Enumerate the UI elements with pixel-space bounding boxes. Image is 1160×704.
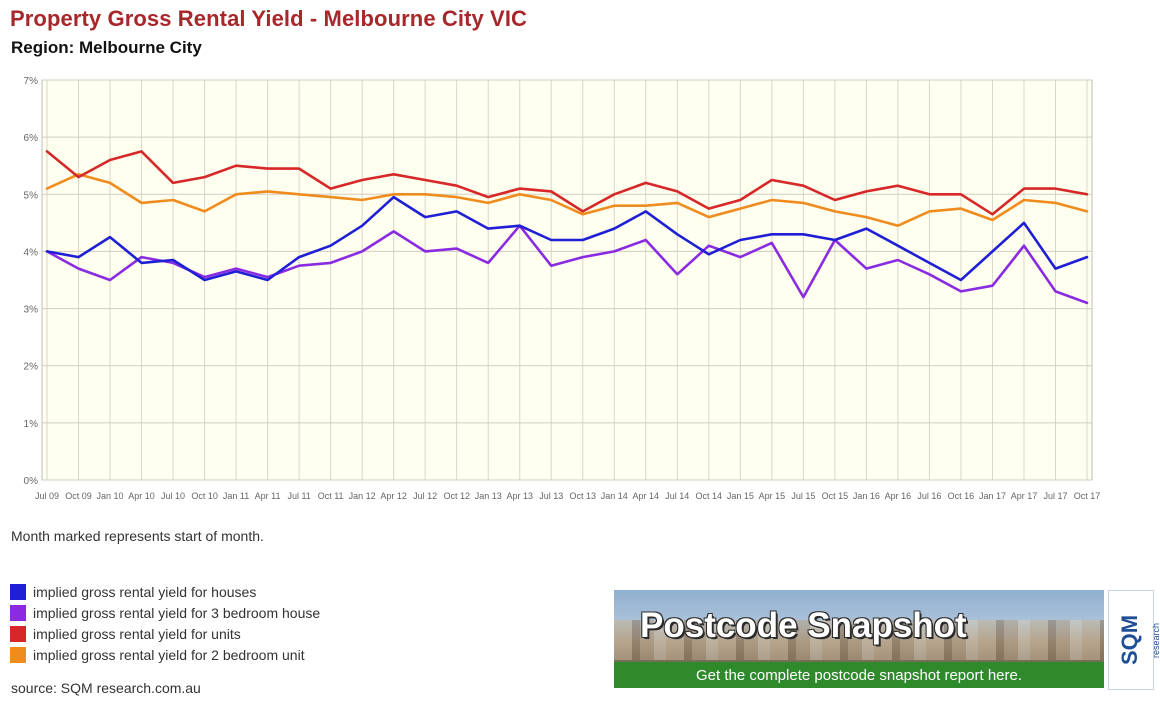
y-tick-label: 2% xyxy=(24,362,39,373)
x-tick-label: Jan 10 xyxy=(97,491,124,501)
series-line-houses xyxy=(45,195,1089,282)
legend-swatch-2-bedroom-unit xyxy=(10,646,26,663)
y-tick-label: 5% xyxy=(24,190,39,201)
x-tick-label: Oct 14 xyxy=(696,491,723,501)
banner-subtitle-link[interactable]: Get the complete postcode snapshot repor… xyxy=(695,667,1023,684)
x-tick-label: Apr 14 xyxy=(633,491,660,501)
x-tick-label: Jul 15 xyxy=(791,491,815,501)
postcode-snapshot-banner[interactable]: Postcode Snapshot Get the complete postc… xyxy=(614,590,1104,688)
x-tick-label: Oct 15 xyxy=(822,491,849,501)
legend-label-3-bedroom-house: implied gross rental yield for 3 bedroom… xyxy=(33,604,321,621)
x-tick-label: Jan 12 xyxy=(349,491,376,501)
sqm-logo-name: SQM xyxy=(1117,614,1142,666)
series-line-2-bedroom-unit xyxy=(45,173,1089,227)
x-tick-label: Jul 12 xyxy=(413,491,437,501)
x-tick-label: Jul 17 xyxy=(1043,491,1067,501)
legend-swatch-units xyxy=(10,625,26,642)
x-tick-label: Oct 17 xyxy=(1074,491,1101,501)
legend-swatch-houses xyxy=(10,583,26,600)
legend-item-houses: implied gross rental yield for houses xyxy=(10,581,320,602)
x-tick-label: Apr 13 xyxy=(506,491,533,501)
sqm-logo-small: research xyxy=(1151,622,1160,658)
x-tick-label: Apr 11 xyxy=(255,491,281,501)
legend-label-houses: implied gross rental yield for houses xyxy=(33,583,257,600)
chart-legend: implied gross rental yield for houses im… xyxy=(10,581,320,665)
y-tick-label: 3% xyxy=(24,305,39,316)
sqm-logo[interactable]: SQM research xyxy=(1108,590,1160,690)
x-tick-label: Jul 09 xyxy=(35,491,59,501)
banner-strip xyxy=(614,662,1104,688)
y-tick-label: 1% xyxy=(24,419,39,430)
banner-title: Postcode Snapshot xyxy=(640,606,967,645)
legend-item-2-bedroom-unit: implied gross rental yield for 2 bedroom… xyxy=(10,644,320,665)
x-tick-label: Jul 16 xyxy=(917,491,941,501)
series-line-3-bedroom-house xyxy=(45,224,1089,305)
series-line-units xyxy=(45,150,1089,216)
x-tick-label: Jan 15 xyxy=(727,491,754,501)
legend-item-units: implied gross rental yield for units xyxy=(10,623,320,644)
chart-note: Month marked represents start of month. xyxy=(11,528,264,544)
y-tick-label: 0% xyxy=(24,476,39,487)
x-tick-label: Apr 12 xyxy=(380,491,407,501)
x-tick-label: Oct 13 xyxy=(569,491,596,501)
sqm-logo-text: SQM research xyxy=(1117,597,1160,683)
x-tick-label: Jan 13 xyxy=(475,491,502,501)
plot-area xyxy=(41,79,1093,481)
legend-label-2-bedroom-unit: implied gross rental yield for 2 bedroom… xyxy=(33,646,305,663)
x-tick-label: Jan 16 xyxy=(853,491,880,501)
y-tick-label: 6% xyxy=(24,133,39,144)
legend-label-units: implied gross rental yield for units xyxy=(33,625,241,642)
x-tick-label: Jan 14 xyxy=(601,491,628,501)
x-tick-label: Apr 16 xyxy=(885,491,912,501)
x-tick-label: Jul 10 xyxy=(161,491,185,501)
x-tick-label: Apr 15 xyxy=(759,491,786,501)
x-tick-label: Jul 13 xyxy=(539,491,563,501)
legend-swatch-3-bedroom-house xyxy=(10,604,26,621)
x-tick-label: Oct 16 xyxy=(948,491,975,501)
x-tick-label: Jul 11 xyxy=(287,491,310,501)
x-tick-label: Jan 17 xyxy=(979,491,1006,501)
banner-photo xyxy=(614,620,1104,660)
x-tick-label: Apr 10 xyxy=(128,491,155,501)
chart-subtitle: Region: Melbourne City xyxy=(11,38,202,57)
x-tick-label: Oct 12 xyxy=(443,491,470,501)
y-tick-label: 4% xyxy=(24,247,39,258)
x-tick-label: Jul 14 xyxy=(665,491,689,501)
x-tick-label: Jan 11 xyxy=(223,491,249,501)
x-tick-label: Apr 17 xyxy=(1011,491,1038,501)
source-credit: source: SQM research.com.au xyxy=(11,680,201,696)
chart-title: Property Gross Rental Yield - Melbourne … xyxy=(10,6,528,31)
x-tick-label: Oct 09 xyxy=(65,491,92,501)
y-tick-label: 7% xyxy=(24,76,39,87)
legend-item-3-bedroom-house: implied gross rental yield for 3 bedroom… xyxy=(10,602,320,623)
x-tick-label: Oct 10 xyxy=(191,491,218,501)
x-tick-label: Oct 11 xyxy=(318,491,344,501)
